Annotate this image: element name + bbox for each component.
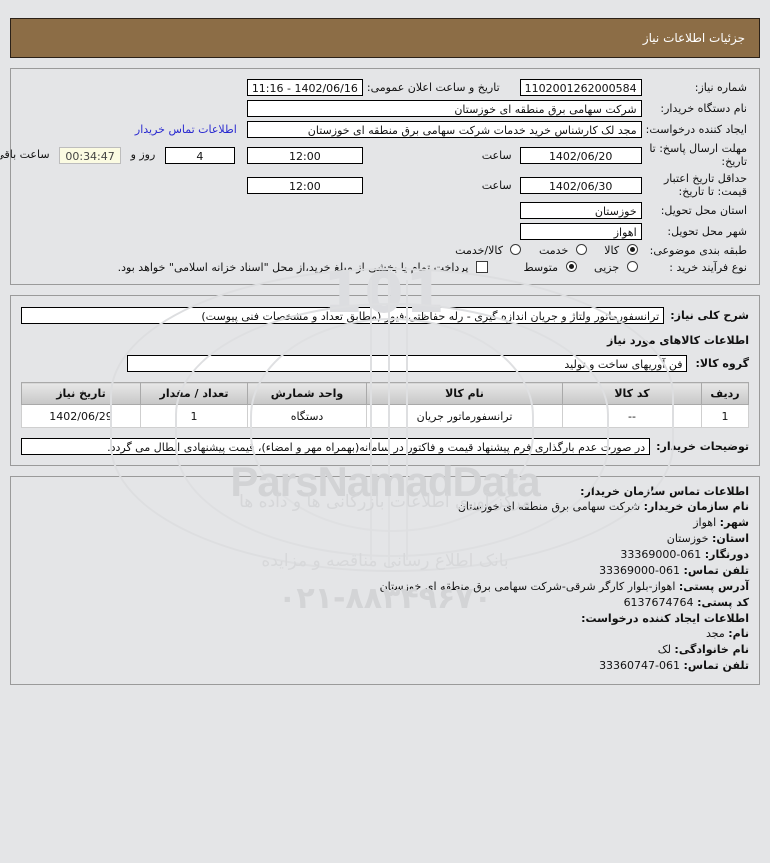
radio-icon-kala[interactable] [626,244,638,255]
contact-address-value: اهواز-بلوار کارگر شرقی-شرکت سهامی برق من… [379,580,676,593]
price-validity-hour-field: 12:00 [246,176,363,194]
process-option-jozii-label: جزیی [594,261,620,274]
creator-fname-row: نام: مجد [21,626,749,641]
creator-lname-value: لک [657,643,671,656]
radio-icon-kala-khedmat[interactable] [510,244,522,255]
price-validity-date-field: 1402/06/30 [519,176,642,194]
need-summary-label: شرح کلی نیاز: [670,309,749,322]
classification-option-kala[interactable]: کالا [604,244,638,257]
countdown-timer: 00:34:47 [59,146,122,164]
need-number-field: 1102001262000584 [519,79,642,96]
subject-classification-label: طبقه بندی موضوعی: [649,244,747,257]
purchase-process-label: نوع فرآیند خرید : [669,261,747,274]
need-info-panel: شماره نیاز: 1102001262000584 تاریخ و ساع… [0,68,760,285]
creator-phone-value: 33360747-061 [599,659,681,672]
contact-province-row: استان: خوزستان [21,531,749,546]
contact-postal-row: کد پستی: 6137674764 [21,595,749,610]
radio-icon-motevaset[interactable] [565,261,577,272]
contact-fax-row: دورنگار: 33369000-061 [21,547,749,562]
radio-icon-jozii[interactable] [626,261,638,272]
buyer-org-field: شرکت سهامی برق منطقه ای خوزستان [246,100,642,117]
delivery-province-label: استان محل تحویل: [660,204,747,217]
need-number-label: شماره نیاز: [694,81,747,94]
classification-option-kala-label: کالا [604,244,620,257]
delivery-province-field: خوزستان [519,202,642,219]
process-option-motevaset-label: متوسط [523,261,559,274]
contact-phone-label: تلفن تماس: [683,564,749,577]
watermark-line-2 [370,280,372,560]
contact-phone-value: 33369000-061 [599,564,681,577]
contact-org-label: نام سازمان خریدار: [643,500,749,513]
contact-postal-label: کد پستی: [697,596,749,609]
cell-radif: 1 [701,404,749,428]
contact-fax-value: 33369000-061 [620,548,702,561]
watermark-arc-inner [250,318,534,532]
checkbox-icon-treasury[interactable] [475,261,488,273]
watermark-line-3 [406,280,408,560]
request-creator-field: مجد لک کارشناس خرید خدمات شرکت سهامی برق… [246,121,642,138]
contact-fax-label: دورنگار: [704,548,749,561]
creator-fname-value: مجد [705,627,725,640]
price-validity-label: حداقل تاریخ اعتبار قیمت: تا تاریخ: [663,172,747,198]
contact-province-label: استان: [712,532,749,545]
response-deadline-label: مهلت ارسال پاسخ: تا تاریخ: [649,142,747,168]
announce-date-label: تاریخ و ساعت اعلان عمومی: [366,81,500,94]
watermark-arc-middle [175,303,609,557]
contact-province-value: خوزستان [666,532,709,545]
watermark-line-1 [388,268,390,568]
process-option-jozii[interactable]: جزیی [594,261,638,274]
classification-option-kala-khedmat[interactable]: کالا/خدمت [455,244,522,257]
response-deadline-date-field: 1402/06/20 [519,146,642,164]
buyer-notes-label: توضیحات خریدار: [656,440,749,453]
radio-icon-khedmat[interactable] [575,244,587,255]
remaining-hours-text: ساعت باقی مانده [0,148,50,161]
announce-date-field: 1402/06/16 - 11:16 [246,79,363,96]
price-validity-hour-label: ساعت [481,178,512,192]
classification-option-kala-khedmat-label: کالا/خدمت [455,244,503,257]
column-radif[interactable]: ردیف [701,382,749,405]
buyer-contact-link[interactable]: اطلاعات تماس خریدار [134,123,237,136]
creator-phone-label: تلفن تماس: [683,659,749,672]
contact-address-row: آدرس پستی: اهواز-بلوار کارگر شرقی-شرکت س… [21,579,749,594]
delivery-city-field: اهواز [519,223,642,240]
response-deadline-hour-field: 12:00 [246,146,363,164]
request-creator-label: ایجاد کننده درخواست: [645,123,747,136]
contact-address-label: آدرس پستی: [678,580,749,593]
creator-lname-row: نام خانوادگی: لک [21,642,749,657]
remaining-days-word: روز و [130,148,156,161]
goods-group-label: گروه کالا: [695,357,749,370]
response-deadline-hour-label: ساعت [481,148,512,162]
page-title-bar: جزئیات اطلاعات نیاز [10,18,760,58]
contact-city-value: اهواز [693,516,717,529]
remaining-days-field: 4 [164,146,235,164]
process-option-motevaset[interactable]: متوسط [523,261,577,274]
buyer-org-label: نام دستگاه خریدار: [660,102,747,115]
classification-option-khedmat[interactable]: خدمت [539,244,587,257]
creator-lname-label: نام خانوادگی: [674,643,749,656]
contact-city-label: شهر: [719,516,749,529]
creator-phone-row: تلفن تماس: 33360747-061 [21,658,749,673]
watermark-arc-outer [110,268,674,572]
creator-fname-label: نام: [728,627,749,640]
page-title: جزئیات اطلاعات نیاز [642,31,745,45]
contact-phone-row: تلفن تماس: 33369000-061 [21,563,749,578]
creator-section-title: اطلاعات ایجاد کننده درخواست: [581,612,749,625]
contact-postal-value: 6137674764 [623,596,694,609]
classification-option-khedmat-label: خدمت [538,244,569,257]
contact-city-row: شهر: اهواز [21,515,749,530]
delivery-city-label: شهر محل تحویل: [667,225,747,238]
